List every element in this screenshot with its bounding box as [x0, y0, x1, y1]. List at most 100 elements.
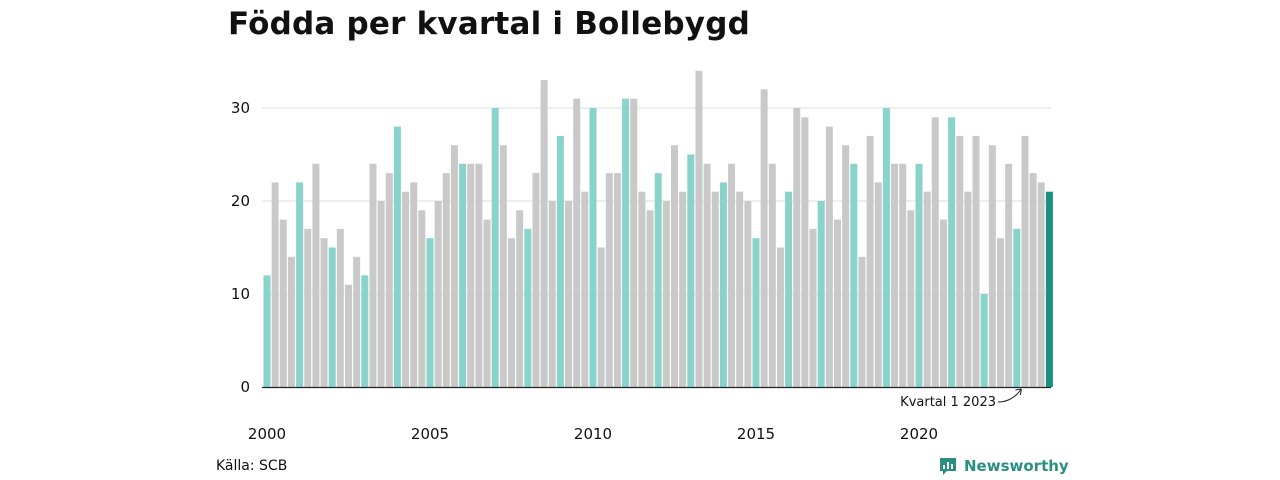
bar	[671, 145, 678, 387]
annotation-label: Kvartal 1 2023	[900, 395, 996, 410]
bar	[1013, 228, 1021, 387]
bar	[760, 89, 768, 388]
bar	[736, 191, 744, 387]
x-tick-label: 2005	[411, 425, 449, 443]
bar	[1045, 191, 1053, 387]
bar	[646, 210, 654, 387]
bar	[768, 163, 776, 387]
bar	[825, 126, 833, 387]
bar	[728, 163, 736, 387]
bar	[752, 238, 760, 387]
bar	[410, 182, 418, 387]
bar	[369, 163, 377, 387]
bar	[450, 145, 458, 387]
bar	[483, 219, 491, 387]
bar	[711, 191, 719, 387]
bar	[312, 163, 320, 387]
bar	[508, 238, 515, 387]
bar	[491, 108, 499, 387]
y-tick-label: 30	[231, 99, 250, 117]
bar	[540, 80, 548, 387]
bar	[263, 275, 271, 387]
bar	[931, 117, 939, 388]
bar	[279, 219, 287, 387]
bar	[834, 219, 841, 387]
bar	[402, 191, 410, 387]
bar	[719, 182, 727, 387]
bar	[866, 135, 874, 387]
bar	[556, 135, 564, 387]
bar	[377, 201, 385, 387]
bar	[459, 163, 467, 387]
newsworthy-logo-icon	[940, 458, 956, 475]
bar	[1021, 135, 1029, 387]
bar	[980, 294, 988, 387]
bar	[589, 108, 597, 387]
bar	[850, 163, 858, 387]
bar	[467, 163, 475, 387]
bar	[793, 108, 801, 387]
bar	[328, 247, 336, 387]
brand-logo[interactable]: Newsworthy	[938, 456, 1069, 476]
bar	[695, 70, 703, 388]
bar	[638, 191, 646, 387]
bar	[573, 98, 581, 387]
bar	[296, 182, 304, 387]
bar	[532, 173, 540, 387]
bar	[361, 275, 369, 387]
bar	[426, 238, 434, 387]
bar	[972, 135, 980, 387]
bar	[662, 201, 670, 387]
bar	[613, 173, 621, 387]
annotation-arrowhead	[1015, 388, 1022, 396]
bar	[858, 256, 866, 387]
bar	[899, 163, 907, 387]
bar	[907, 210, 915, 387]
bar	[320, 238, 328, 387]
bar	[817, 201, 825, 387]
annotation-arrow	[997, 388, 1022, 403]
bar	[565, 201, 573, 387]
bar	[434, 201, 442, 387]
x-tick-label: 2010	[574, 425, 612, 443]
bar	[442, 173, 450, 387]
chart-title: Födda per kvartal i Bollebygd	[228, 6, 750, 42]
bar	[385, 173, 393, 387]
y-tick-label: 20	[231, 192, 250, 210]
bar	[597, 247, 605, 387]
bar	[524, 228, 532, 387]
bar	[785, 191, 793, 387]
bar	[776, 247, 784, 387]
bar	[287, 256, 295, 387]
bar	[271, 182, 279, 387]
bar	[304, 228, 312, 387]
bar	[622, 98, 630, 387]
bar	[997, 238, 1004, 387]
x-tick-label: 2015	[737, 425, 775, 443]
bar	[687, 154, 695, 387]
bar	[679, 191, 687, 387]
bar	[353, 256, 361, 387]
bar	[1029, 173, 1037, 387]
x-tick-label: 2000	[248, 425, 286, 443]
bar	[345, 284, 352, 387]
bar	[499, 145, 507, 387]
bar	[956, 135, 964, 387]
bar	[1037, 182, 1045, 387]
bar	[1005, 163, 1013, 387]
bar	[581, 191, 589, 387]
bar	[654, 173, 662, 387]
bar	[809, 228, 817, 387]
bar	[744, 201, 752, 387]
bar	[630, 98, 638, 387]
bar	[923, 191, 931, 387]
bar	[801, 117, 809, 388]
bar	[891, 163, 899, 387]
source-label: Källa: SCB	[216, 458, 288, 474]
brand-name: Newsworthy	[964, 457, 1069, 475]
bar	[842, 145, 850, 387]
bar	[703, 163, 711, 387]
x-tick-label: 2020	[900, 425, 938, 443]
y-tick-label: 10	[231, 285, 250, 303]
